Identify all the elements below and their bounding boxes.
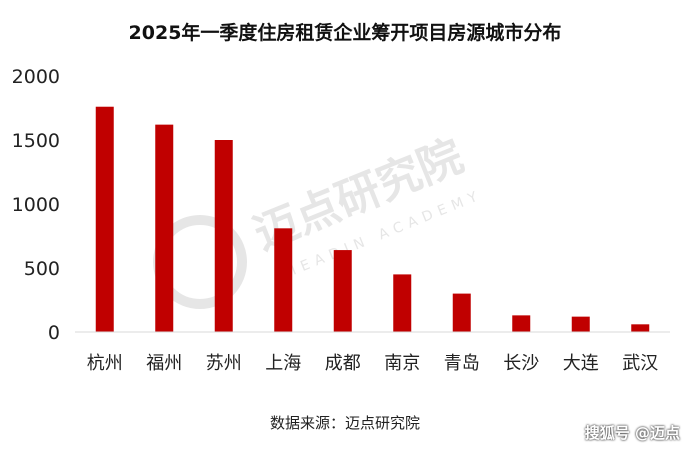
x-tick-label: 成都 (325, 353, 361, 374)
x-tick-label: 上海 (265, 353, 301, 374)
bar-5 (393, 274, 412, 332)
bar-3 (274, 228, 293, 332)
y-tick-label: 1500 (12, 130, 60, 152)
y-tick-label: 1000 (12, 194, 60, 216)
y-axis-ticks: 0 500 1000 1500 2000 (12, 66, 60, 344)
bar-2 (214, 140, 233, 332)
bar-7 (512, 315, 531, 332)
bar-9 (631, 324, 650, 332)
footer-credit: 搜狐号 @迈点 (584, 424, 680, 442)
bar-8 (571, 316, 590, 332)
bar-6 (452, 293, 471, 332)
x-tick-label: 大连 (563, 353, 599, 374)
y-tick-label: 0 (48, 322, 60, 344)
x-tick-label: 杭州 (87, 353, 123, 374)
x-tick-label: 青岛 (444, 353, 480, 374)
x-axis-labels: 杭州 福州 苏州 上海 成都 南京 青岛 长沙 大连 武汉 (87, 353, 659, 374)
bar-4 (333, 250, 352, 332)
x-tick-label: 南京 (384, 353, 420, 374)
x-tick-label: 福州 (146, 353, 182, 374)
bar-1 (155, 124, 174, 332)
source-note: 数据来源：迈点研究院 (269, 414, 420, 432)
x-tick-label: 武汉 (622, 353, 658, 374)
y-tick-label: 500 (24, 258, 60, 280)
bars (95, 106, 650, 332)
x-tick-label: 苏州 (206, 353, 242, 374)
y-tick-label: 2000 (12, 66, 60, 88)
chart-title: 2025年一季度住房租赁企业筹开项目房源城市分布 (128, 22, 562, 44)
watermark: 迈点研究院 MEADIN ACADEMY (153, 130, 485, 309)
x-tick-label: 长沙 (503, 353, 539, 374)
bar-0 (95, 106, 114, 332)
